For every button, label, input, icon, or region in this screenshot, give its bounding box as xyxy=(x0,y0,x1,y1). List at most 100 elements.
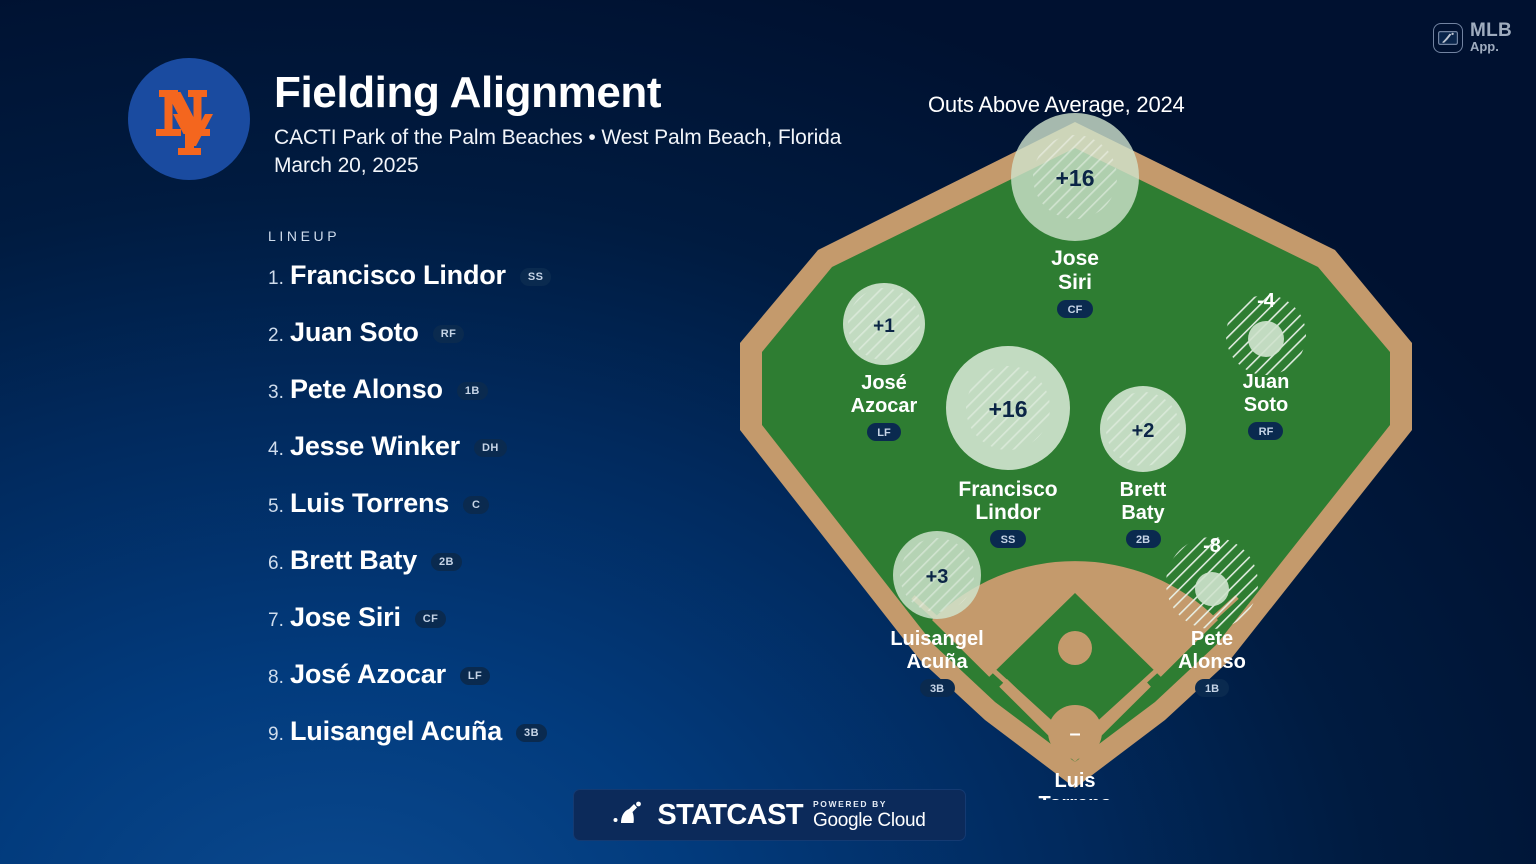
position-badge: 1B xyxy=(456,382,488,400)
chart-title: Outs Above Average, 2024 xyxy=(928,92,1185,117)
position-badge: 1B xyxy=(1205,683,1219,695)
position-badge-bg xyxy=(1057,300,1093,318)
oaa-bubble-hatch xyxy=(1033,135,1117,219)
list-item[interactable]: 6. Brett Baty 2B xyxy=(268,545,738,602)
game-date: March 20, 2025 xyxy=(274,153,419,177)
oaa-bubble-core xyxy=(1248,321,1284,357)
list-item[interactable]: 2. Juan Soto RF xyxy=(268,317,738,374)
list-item[interactable]: 4. Jesse Winker DH xyxy=(268,431,738,488)
position-badge-bg xyxy=(1126,530,1161,548)
infield-grass-diamond xyxy=(988,593,1162,745)
fielder-marker-c[interactable]: – Luis Torrens C xyxy=(1039,723,1112,800)
lineup-rank: 4. xyxy=(268,439,284,460)
position-badge-bg xyxy=(920,679,955,697)
fielder-marker-3b[interactable]: +3 Luisangel Acuña 3B xyxy=(890,531,984,697)
fielder-marker-2b[interactable]: +2 Brett Baty 2B xyxy=(1100,386,1186,548)
position-badge: SS xyxy=(1001,534,1016,546)
position-badge: RF xyxy=(432,325,465,343)
position-badge: LF xyxy=(877,427,891,439)
mlb-app-logo: MLB App. xyxy=(1432,20,1512,55)
statcast-icon xyxy=(613,800,647,831)
position-badge: LF xyxy=(459,667,491,685)
fielder-name-line2: Baty xyxy=(1121,502,1165,524)
position-badge: 3B xyxy=(930,683,944,695)
fielder-marker-ss[interactable]: +16 Francisco Lindor SS xyxy=(946,346,1070,548)
position-badge: CF xyxy=(1068,304,1083,316)
lineup-player-name: Luisangel Acuña xyxy=(290,716,503,746)
list-item[interactable]: 5. Luis Torrens C xyxy=(268,488,738,545)
statcast-wordmark: STATCAST xyxy=(657,798,803,831)
venue-text: CACTI Park of the Palm Beaches • West Pa… xyxy=(274,126,842,150)
lineup-player-name: Jose Siri xyxy=(290,602,401,632)
lineup-player-name: Brett Baty xyxy=(290,545,418,575)
powered-by-label: POWERED BY xyxy=(812,799,888,810)
fielder-name-line1: Juan xyxy=(1243,371,1290,393)
fielder-name-line2: Acuña xyxy=(906,651,968,673)
fielder-name-line1: Francisco xyxy=(958,478,1057,501)
position-badge-bg xyxy=(1195,679,1229,697)
fielder-marker-lf[interactable]: +1 José Azocar LF xyxy=(843,283,925,441)
powered-by-block: POWERED BY Google Cloud xyxy=(813,800,926,830)
oaa-value: +3 xyxy=(926,566,949,588)
header: Fielding Alignment CACTI Park of the Pal… xyxy=(128,58,841,180)
lineup-player-name: Jesse Winker xyxy=(290,431,460,461)
position-badge: RF xyxy=(1259,426,1274,438)
title-block: Fielding Alignment CACTI Park of the Pal… xyxy=(274,58,841,180)
fielder-name-line2: Soto xyxy=(1244,394,1288,416)
oaa-bubble-hatch xyxy=(966,366,1050,450)
lineup-player-name: Luis Torrens xyxy=(290,488,450,518)
lineup-rank: 8. xyxy=(268,667,284,688)
fielder-marker-cf[interactable]: +16 Jose Siri CF xyxy=(1011,113,1139,318)
fielder-name-line2: Alonso xyxy=(1178,651,1246,673)
oaa-bubble-hatch xyxy=(1106,392,1180,466)
lineup-rank: 5. xyxy=(268,496,284,517)
lineup-player-name: José Azocar xyxy=(290,659,446,689)
oaa-bubble-core xyxy=(1195,572,1229,606)
position-badge-bg xyxy=(867,423,901,441)
position-badge: DH xyxy=(473,439,507,457)
oaa-bubble-hatch xyxy=(848,288,920,360)
google-cloud-label: Google Cloud xyxy=(812,809,926,831)
fielder-marker-rf[interactable]: -4 Juan Soto RF xyxy=(1220,289,1314,440)
position-badge: SS xyxy=(519,268,552,286)
mlb-logo-icon xyxy=(1432,22,1463,53)
app-text: App. xyxy=(1469,39,1499,55)
lineup-heading: LINEUP xyxy=(268,228,341,244)
oaa-value: +2 xyxy=(1132,420,1155,442)
lineup-rank: 6. xyxy=(268,553,284,574)
oaa-value: +1 xyxy=(873,316,895,337)
fielder-name-line2: Siri xyxy=(1058,271,1092,294)
oaa-value: +16 xyxy=(1055,165,1094,191)
fielder-marker-1b[interactable]: -8 Pete Alonso 1B xyxy=(1160,531,1264,697)
lineup-rank: 7. xyxy=(268,610,284,631)
fielder-name-line1: Brett xyxy=(1120,479,1167,501)
home-plate-circle xyxy=(1048,705,1102,759)
fielder-name-line1: Jose xyxy=(1051,247,1099,270)
list-item[interactable]: 7. Jose Siri CF xyxy=(268,602,738,659)
lineup-list: 1. Francisco Lindor SS 2. Juan Soto RF 3… xyxy=(268,260,738,773)
list-item[interactable]: 9. Luisangel Acuña 3B xyxy=(268,716,738,773)
list-item[interactable]: 3. Pete Alonso 1B xyxy=(268,374,738,431)
position-badge-bg xyxy=(990,530,1026,548)
fielding-alignment-diagram: +16 Jose Siri CF +1 José Azocar LF -4 Ju… xyxy=(700,100,1460,800)
pitchers-mound xyxy=(1058,631,1092,665)
oaa-bubble-hatch xyxy=(900,538,974,612)
oaa-value: – xyxy=(1069,723,1080,745)
position-badge: 2B xyxy=(431,553,462,571)
list-item[interactable]: 1. Francisco Lindor SS xyxy=(268,260,738,317)
oaa-value: -4 xyxy=(1257,290,1276,312)
fielder-name-line2: Azocar xyxy=(851,395,918,417)
oaa-value: +16 xyxy=(988,396,1027,422)
lineup-player-name: Francisco Lindor xyxy=(290,260,506,290)
list-item[interactable]: 8. José Azocar LF xyxy=(268,659,738,716)
position-badge: 2B xyxy=(1136,534,1150,546)
fielder-name-line1: Pete xyxy=(1191,628,1233,650)
mlb-app-wordmark: MLB App. xyxy=(1469,20,1512,55)
lineup-rank: 2. xyxy=(268,325,284,346)
position-badge: C xyxy=(463,496,490,514)
fielder-name-line1: José xyxy=(861,372,907,394)
page-title: Fielding Alignment xyxy=(274,68,662,117)
mlb-text: MLB xyxy=(1469,20,1512,41)
position-badge-bg xyxy=(1248,422,1283,440)
fielder-name-line2: Lindor xyxy=(975,501,1040,524)
